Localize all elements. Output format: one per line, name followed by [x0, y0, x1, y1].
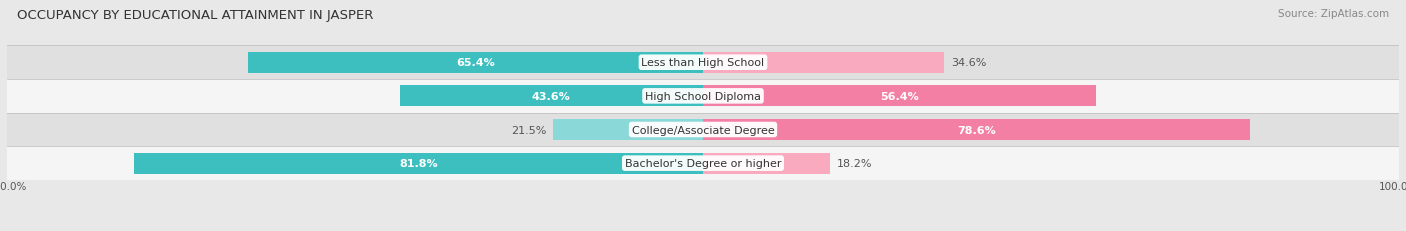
- Bar: [7, 80, 1399, 113]
- Bar: [7, 46, 1399, 80]
- Bar: [703, 153, 830, 174]
- Text: 18.2%: 18.2%: [837, 158, 872, 168]
- Text: High School Diploma: High School Diploma: [645, 91, 761, 101]
- Text: 43.6%: 43.6%: [531, 91, 571, 101]
- Text: 21.5%: 21.5%: [510, 125, 547, 135]
- Text: 78.6%: 78.6%: [957, 125, 995, 135]
- Text: College/Associate Degree: College/Associate Degree: [631, 125, 775, 135]
- Bar: [7, 147, 1399, 180]
- Text: Bachelor's Degree or higher: Bachelor's Degree or higher: [624, 158, 782, 168]
- Text: 34.6%: 34.6%: [950, 58, 986, 68]
- Bar: [7, 113, 1399, 147]
- Bar: [703, 120, 1250, 140]
- Text: Less than High School: Less than High School: [641, 58, 765, 68]
- Bar: [703, 53, 943, 73]
- Bar: [703, 86, 1095, 107]
- Text: 81.8%: 81.8%: [399, 158, 437, 168]
- Text: 65.4%: 65.4%: [456, 58, 495, 68]
- Bar: [554, 120, 703, 140]
- Text: OCCUPANCY BY EDUCATIONAL ATTAINMENT IN JASPER: OCCUPANCY BY EDUCATIONAL ATTAINMENT IN J…: [17, 9, 373, 22]
- Text: 56.4%: 56.4%: [880, 91, 918, 101]
- Bar: [399, 86, 703, 107]
- Text: Source: ZipAtlas.com: Source: ZipAtlas.com: [1278, 9, 1389, 19]
- Bar: [247, 53, 703, 73]
- Bar: [134, 153, 703, 174]
